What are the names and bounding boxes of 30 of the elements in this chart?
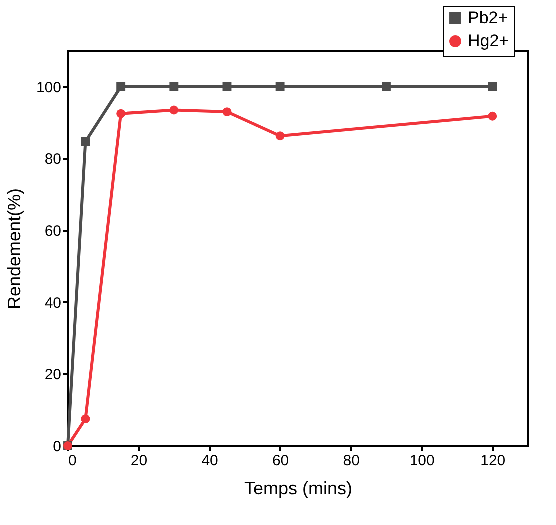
x-tick-label: 100 [410, 452, 435, 470]
point [222, 82, 232, 92]
point [488, 82, 498, 92]
x-tick-label: 20 [130, 452, 148, 470]
y-tick-label: 20 [44, 366, 62, 384]
y-tick-label: 100 [36, 79, 62, 96]
point [170, 82, 179, 92]
x-axis-title: Temps (mins) [244, 478, 353, 498]
point [81, 137, 90, 146]
x-tick-label: 40 [202, 452, 218, 470]
point [276, 132, 285, 141]
x-tick-label: 60 [272, 452, 290, 470]
y-tick-label: 80 [44, 151, 62, 168]
x-tick-label: 80 [343, 452, 360, 470]
point [170, 106, 179, 115]
point [488, 112, 498, 121]
point [222, 108, 232, 117]
y-tick-label: 0 [53, 438, 62, 456]
y-tick-label: 40 [44, 294, 62, 312]
legend-label: Hg2+ [468, 32, 510, 50]
x-tick-label: 0 [68, 452, 77, 470]
point [276, 82, 285, 92]
y-tick-label: 60 [44, 223, 62, 240]
y-axis-title: Rendement(%) [4, 188, 24, 310]
point [116, 82, 126, 92]
point [81, 414, 90, 424]
point [116, 109, 126, 118]
point [382, 82, 391, 92]
x-tick-label: 120 [480, 452, 506, 470]
legend-label: Pb2+ [468, 8, 508, 28]
